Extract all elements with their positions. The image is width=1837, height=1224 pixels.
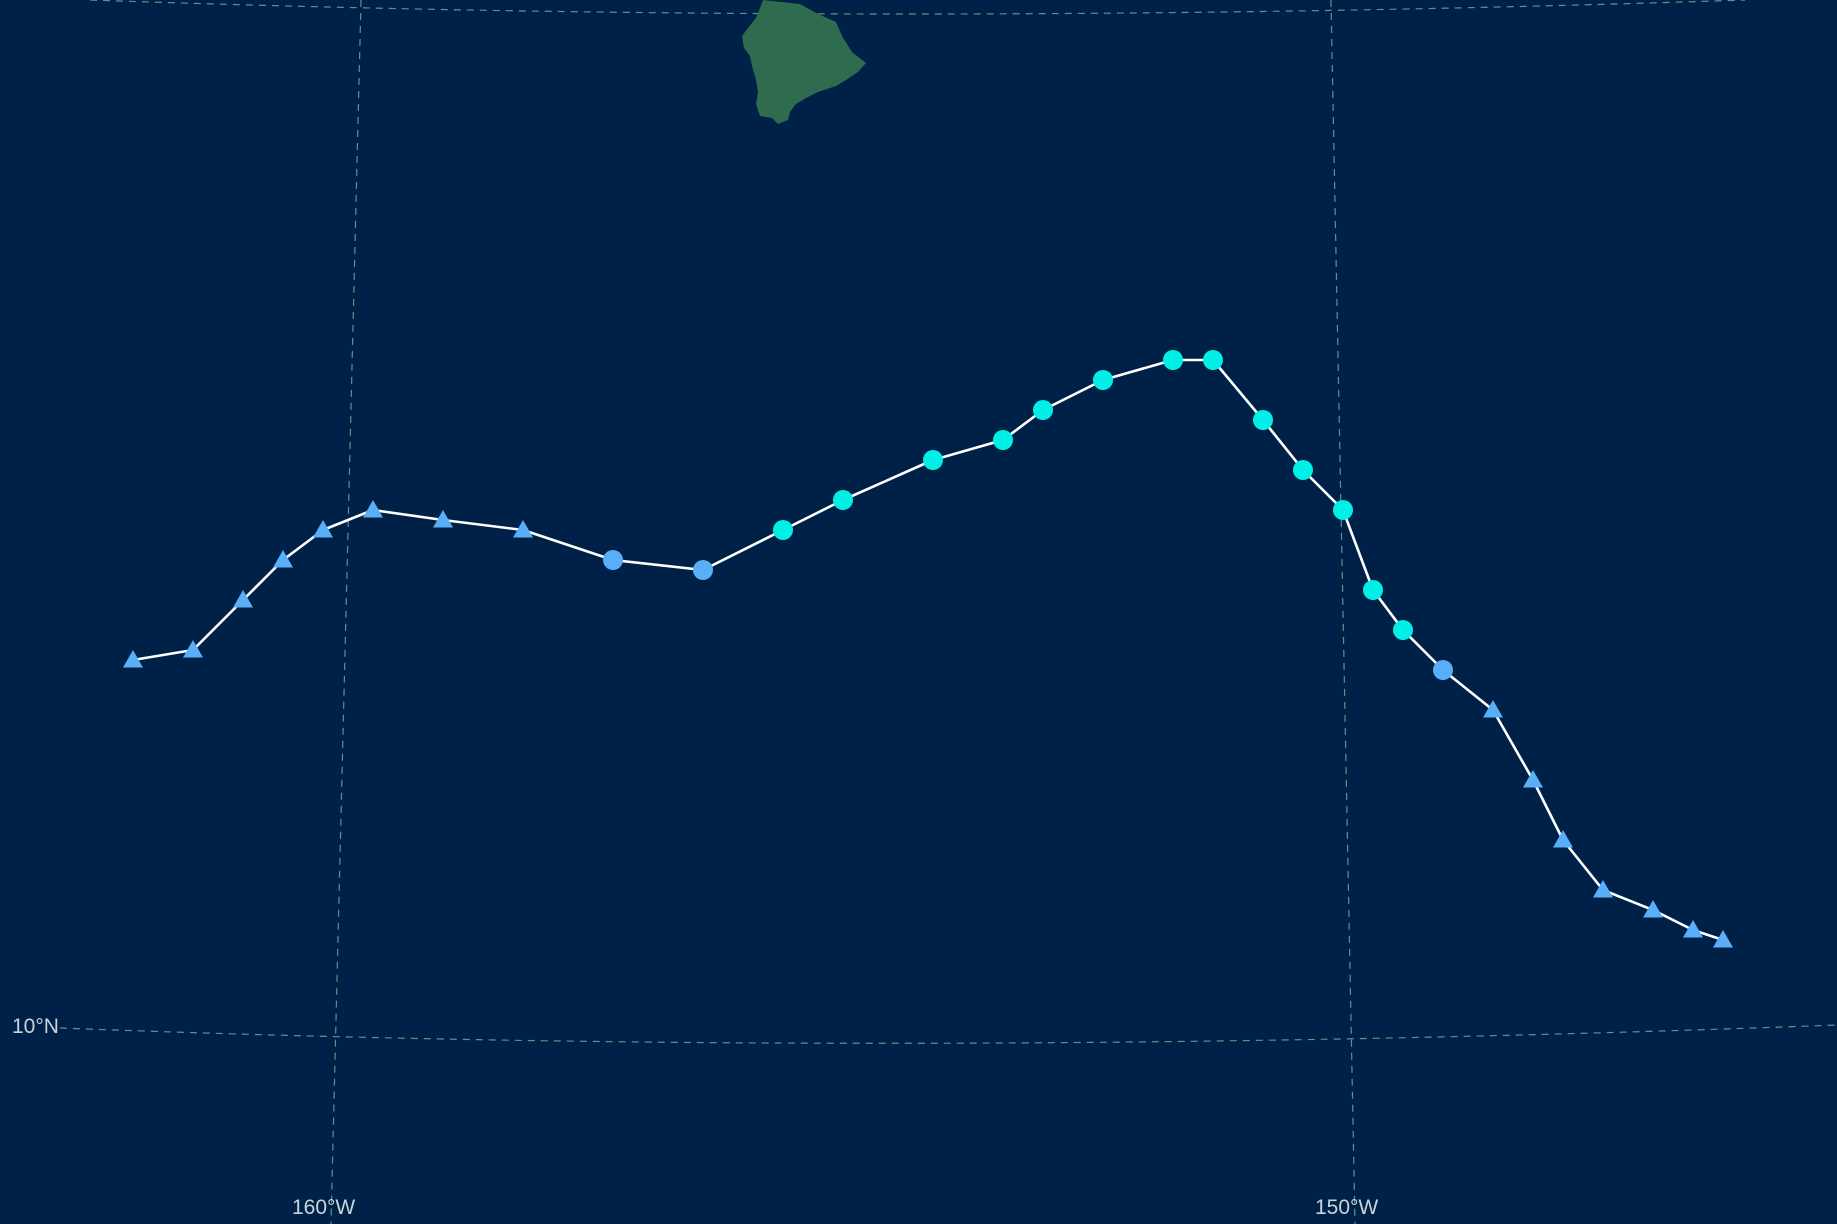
- track-point-circle: [1293, 460, 1313, 480]
- track-point-triangle: [123, 650, 143, 668]
- track-point-triangle: [313, 520, 333, 538]
- track-point-circle: [1433, 660, 1453, 680]
- track-point-triangle: [363, 500, 383, 518]
- track-point-triangle: [1553, 830, 1573, 848]
- track-point-circle: [1203, 350, 1223, 370]
- track-point-circle: [1363, 580, 1383, 600]
- track-point-triangle: [1523, 770, 1543, 788]
- track-point-circle: [1333, 500, 1353, 520]
- track-point-circle: [773, 520, 793, 540]
- track-point-circle: [1393, 620, 1413, 640]
- lon-label-160w: 160°W: [292, 1196, 355, 1219]
- lat-label-10n: 10°N: [12, 1015, 59, 1038]
- track-point-triangle: [433, 510, 453, 528]
- track-point-triangle: [1593, 880, 1613, 898]
- track-point-triangle: [273, 550, 293, 568]
- track-point-circle: [833, 490, 853, 510]
- track-point-triangle: [1713, 930, 1733, 948]
- track-point-circle: [603, 550, 623, 570]
- track-point-triangle: [233, 590, 253, 608]
- track-point-circle: [1093, 370, 1113, 390]
- track-point-circle: [693, 560, 713, 580]
- track-point-circle: [1253, 410, 1273, 430]
- hawaii-island-land: [742, 0, 866, 124]
- graticule-lon-160w: [330, 0, 362, 1224]
- track-point-triangle: [1483, 700, 1503, 718]
- storm-track-markers: [123, 350, 1733, 948]
- track-point-triangle: [183, 640, 203, 658]
- track-point-circle: [993, 430, 1013, 450]
- graticule-lat-10n: [59, 1024, 1837, 1044]
- track-point-triangle: [1643, 900, 1663, 918]
- track-point-triangle: [513, 520, 533, 538]
- lon-label-150w: 150°W: [1315, 1196, 1378, 1219]
- track-point-circle: [1033, 400, 1053, 420]
- track-point-triangle: [1683, 920, 1703, 938]
- track-point-circle: [1163, 350, 1183, 370]
- graticule-lon-150w: [1330, 0, 1356, 1224]
- track-point-circle: [923, 450, 943, 470]
